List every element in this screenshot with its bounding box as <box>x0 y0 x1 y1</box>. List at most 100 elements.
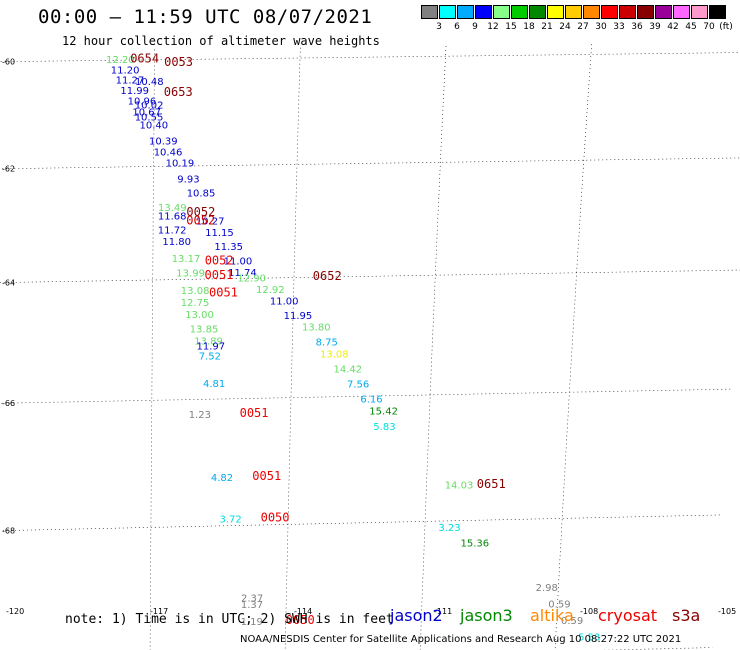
wave-height-label: 10.55 <box>135 113 164 124</box>
latitude-line <box>0 157 740 170</box>
color-swatch <box>421 5 438 19</box>
color-scale-label: 18 <box>523 22 535 32</box>
wave-height-label: 10.85 <box>187 189 216 200</box>
color-scale-label: 24 <box>559 22 571 32</box>
latitude-line <box>0 514 723 532</box>
color-scale-label: 42 <box>667 22 679 32</box>
color-scale-label: 6 <box>454 22 460 32</box>
page-title: 00:00 – 11:59 UTC 08/07/2021 <box>38 6 373 28</box>
wave-height-label: 11.68 <box>158 212 187 223</box>
wave-height-label: 13.00 <box>185 310 214 321</box>
color-swatch <box>619 5 636 19</box>
wave-height-label: 13.08 <box>181 286 210 297</box>
wave-height-label: 15.42 <box>369 407 398 418</box>
longitude-label: -120 <box>6 607 24 616</box>
color-scale-label: 45 <box>685 22 697 32</box>
color-swatch <box>565 5 582 19</box>
longitude-label: -105 <box>718 607 736 616</box>
graticule <box>0 44 740 650</box>
wave-height-label: 7.56 <box>347 379 369 390</box>
observations: 12.2011.2011.2710.4811.9910.9610.0210.67… <box>106 55 600 644</box>
wave-height-label: 10.39 <box>149 137 178 148</box>
wave-height-label: 0.59 <box>548 600 570 611</box>
color-scale-label: 36 <box>631 22 643 32</box>
pass-time-label: 0652 <box>313 269 342 283</box>
color-scale-label: 15 <box>505 22 517 32</box>
wave-height-label: 2.98 <box>536 583 558 594</box>
wave-height-label: 11.95 <box>284 311 313 322</box>
longitude-label: -117 <box>150 607 168 616</box>
wave-height-label: 9.93 <box>177 175 199 186</box>
pass-time-label: 0651 <box>477 477 506 491</box>
pass-time-label: 0051 <box>252 469 281 483</box>
wave-height-label: 11.80 <box>162 237 191 248</box>
wave-height-label: 11.00 <box>270 296 299 307</box>
pass-time-label: 0052 <box>186 205 215 219</box>
legend-jason2: jason2 <box>390 606 443 625</box>
wave-height-label: 13.49 <box>158 203 187 214</box>
wave-height-label: 2.37 <box>241 593 263 604</box>
wave-height-label: 12.90 <box>237 274 266 285</box>
wave-height-label: 1.19 <box>241 617 263 628</box>
wave-height-label: 12.92 <box>256 285 285 296</box>
longitude-line <box>554 44 592 650</box>
latitude-line <box>0 52 740 63</box>
wave-height-label: 11.20 <box>111 65 140 76</box>
wave-height-label: 10.02 <box>135 100 164 111</box>
longitude-line <box>419 45 447 650</box>
note-text: note: 1) Time is in UTC; 2) SWH is in fe… <box>65 612 394 627</box>
wave-height-label: 10.48 <box>135 77 164 88</box>
legend-cryosat: cryosat <box>598 606 658 625</box>
wave-height-label: 3.72 <box>220 515 242 526</box>
wave-height-label: 13.17 <box>172 254 201 265</box>
pass-time-label: 0051 <box>240 406 269 420</box>
wave-height-label: 13.85 <box>190 325 219 336</box>
color-scale-label: 21 <box>541 22 553 32</box>
wave-height-label: 10.96 <box>128 97 157 108</box>
pass-time-label: 0051 <box>209 286 238 300</box>
wave-height-label: 10.40 <box>140 121 169 132</box>
wave-height-label: 11.00 <box>224 256 253 267</box>
color-scale-label: 12 <box>487 22 499 32</box>
wave-height-label: 5.83 <box>373 422 395 433</box>
wave-height-label: 1.37 <box>241 600 263 611</box>
wave-height-label: 11.15 <box>205 228 234 239</box>
color-scale-label: 9 <box>472 22 478 32</box>
wave-height-label: 13.99 <box>176 269 205 280</box>
pass-time-label: 0053 <box>164 55 193 69</box>
color-swatch <box>583 5 600 19</box>
wave-height-label: 14.03 <box>445 481 474 492</box>
wave-height-label: 3.23 <box>438 523 460 534</box>
latitude-label: -60 <box>2 58 15 67</box>
wave-height-label: 11.27 <box>116 76 145 87</box>
wave-height-label: 11.35 <box>214 242 243 253</box>
pass-time-label: 0052 <box>186 214 215 228</box>
latitude-line <box>0 269 740 283</box>
color-scale-label: 33 <box>613 22 625 32</box>
wave-height-label: 10.27 <box>196 217 225 228</box>
pass-time-label: 0050 <box>261 511 290 525</box>
wave-height-label: 8.75 <box>316 337 338 348</box>
wave-height-label: 1.23 <box>189 410 211 421</box>
legend-jason3: jason3 <box>460 606 513 625</box>
latitude-label: -62 <box>2 165 15 174</box>
wave-height-label: 11.74 <box>228 268 257 279</box>
wave-height-label: 12.75 <box>181 298 210 309</box>
color-scale-label: 30 <box>595 22 607 32</box>
wave-height-label: 13.08 <box>320 349 349 360</box>
pass-time-label: 0050 <box>286 613 315 627</box>
wave-height-label: 10.67 <box>132 107 161 118</box>
wave-height-label: 0.59 <box>561 616 583 627</box>
wave-height-label: 10.19 <box>166 158 195 169</box>
wave-height-label: 11.97 <box>197 341 226 352</box>
color-swatch <box>709 5 726 19</box>
wave-height-label: 13.80 <box>302 323 331 334</box>
latitude-label: -64 <box>2 279 15 288</box>
footer-credit: NOAA/NESDIS Center for Satellite Applica… <box>240 634 682 645</box>
wave-height-label: 7.52 <box>199 352 221 363</box>
color-swatch <box>475 5 492 19</box>
wave-height-label: 4.81 <box>203 379 225 390</box>
color-swatch <box>655 5 672 19</box>
